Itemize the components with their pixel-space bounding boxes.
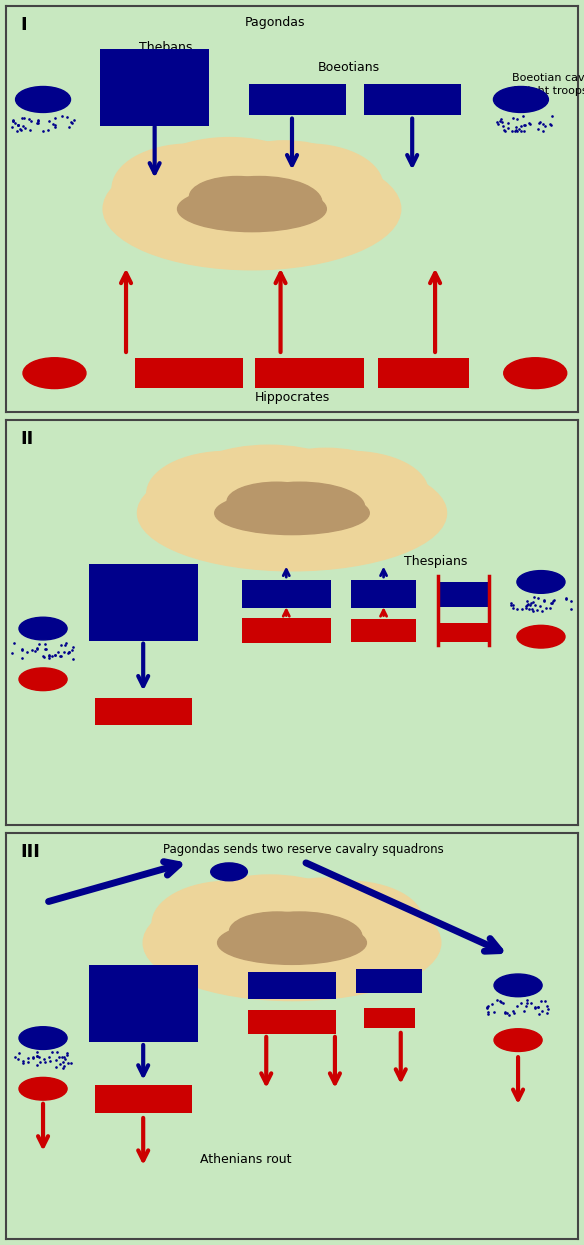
Ellipse shape (253, 878, 396, 949)
Bar (255, 359, 363, 388)
Ellipse shape (307, 469, 425, 534)
Ellipse shape (218, 921, 366, 965)
Ellipse shape (210, 916, 404, 992)
Bar (350, 620, 416, 641)
Ellipse shape (494, 974, 542, 997)
Bar (242, 619, 331, 642)
Text: Thespians: Thespians (404, 555, 467, 568)
Text: Athenians rout: Athenians rout (200, 1153, 292, 1167)
Bar (439, 622, 488, 642)
Text: I: I (20, 16, 27, 35)
Ellipse shape (273, 452, 428, 532)
Ellipse shape (168, 486, 338, 555)
Ellipse shape (170, 181, 363, 261)
Bar (134, 359, 244, 388)
Ellipse shape (143, 885, 441, 1001)
Text: II: II (20, 430, 33, 448)
Ellipse shape (493, 86, 548, 112)
Ellipse shape (280, 496, 366, 527)
Ellipse shape (16, 86, 71, 112)
Ellipse shape (19, 667, 67, 691)
Ellipse shape (329, 910, 433, 969)
Ellipse shape (280, 926, 363, 956)
Ellipse shape (103, 148, 401, 270)
Text: III: III (20, 843, 40, 862)
Text: Pagondas sends two reserve cavalry squadrons: Pagondas sends two reserve cavalry squad… (163, 843, 444, 857)
Ellipse shape (267, 163, 380, 230)
Bar (89, 965, 197, 1042)
Bar (378, 359, 470, 388)
Text: Hippocrates: Hippocrates (255, 391, 329, 403)
Ellipse shape (517, 570, 565, 594)
Text: Pagondas: Pagondas (245, 16, 305, 30)
Ellipse shape (517, 625, 565, 649)
Ellipse shape (178, 187, 326, 232)
Ellipse shape (307, 899, 420, 964)
Ellipse shape (152, 881, 307, 966)
Ellipse shape (159, 469, 277, 534)
Bar (356, 969, 422, 994)
Ellipse shape (188, 875, 352, 949)
Ellipse shape (252, 448, 400, 519)
Ellipse shape (504, 357, 566, 388)
Ellipse shape (274, 881, 423, 961)
Ellipse shape (215, 492, 369, 534)
Ellipse shape (240, 190, 324, 224)
Bar (100, 49, 209, 126)
Ellipse shape (331, 479, 439, 538)
Text: Boeotian cavalry
& light troops: Boeotian cavalry & light troops (512, 73, 584, 96)
Ellipse shape (19, 1077, 67, 1101)
Ellipse shape (173, 916, 336, 985)
Ellipse shape (133, 181, 297, 254)
Bar (439, 581, 488, 606)
Ellipse shape (164, 899, 277, 964)
Ellipse shape (207, 486, 408, 563)
Ellipse shape (227, 482, 326, 520)
Ellipse shape (213, 141, 356, 215)
Ellipse shape (235, 482, 364, 532)
Ellipse shape (234, 144, 383, 228)
Ellipse shape (151, 910, 255, 969)
Bar (249, 85, 346, 115)
Bar (95, 1086, 192, 1113)
Bar (248, 972, 336, 998)
Bar (363, 1008, 415, 1027)
Bar (350, 580, 416, 608)
Ellipse shape (197, 177, 322, 228)
Ellipse shape (110, 174, 215, 235)
Ellipse shape (124, 163, 237, 230)
Ellipse shape (289, 174, 393, 235)
Ellipse shape (494, 1028, 542, 1052)
Ellipse shape (237, 913, 362, 961)
Ellipse shape (145, 479, 253, 538)
Text: Boeotians: Boeotians (318, 61, 380, 73)
Bar (95, 698, 192, 726)
Ellipse shape (230, 913, 325, 950)
Ellipse shape (137, 456, 447, 570)
Ellipse shape (189, 177, 284, 217)
Ellipse shape (19, 618, 67, 640)
Ellipse shape (211, 863, 248, 880)
Ellipse shape (19, 1027, 67, 1050)
Bar (363, 85, 461, 115)
Ellipse shape (112, 144, 267, 233)
Ellipse shape (184, 446, 354, 519)
Bar (248, 1010, 336, 1035)
Ellipse shape (147, 452, 307, 537)
Bar (89, 564, 197, 641)
Ellipse shape (23, 357, 86, 388)
Text: Thebans: Thebans (140, 41, 193, 54)
Ellipse shape (148, 138, 311, 215)
Bar (242, 580, 331, 608)
